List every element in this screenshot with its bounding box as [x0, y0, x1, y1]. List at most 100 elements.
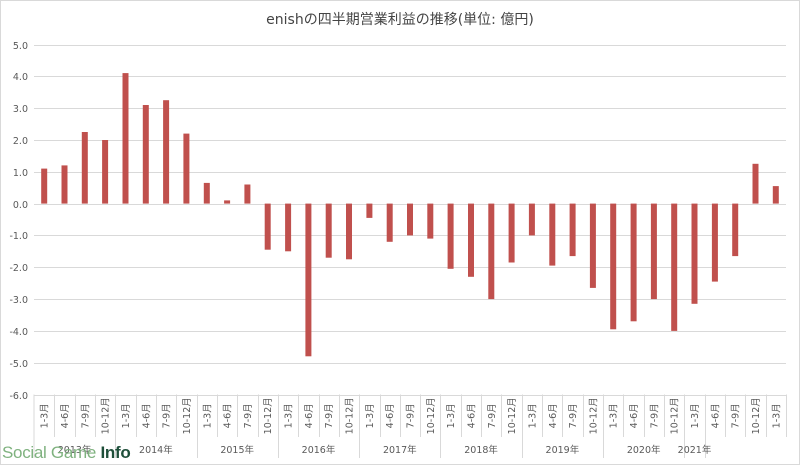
x-tick-label: 1-3月 [40, 403, 51, 428]
x-tick-label: 4-6月 [710, 403, 721, 428]
bar [549, 203, 556, 266]
bar [650, 203, 657, 300]
x-tick-label: 10-12月 [507, 397, 518, 434]
bar [61, 165, 68, 204]
bar [203, 182, 210, 204]
x-tick-label: 7-9月 [243, 403, 254, 428]
y-tick-label: -5.0 [9, 359, 28, 370]
x-tick-label: 7-9月 [568, 403, 579, 428]
year-label: 2013年 [58, 444, 92, 456]
bar [508, 203, 515, 263]
x-tick-label: 1-3月 [527, 403, 538, 428]
year-label: 2020年 [627, 444, 661, 456]
watermark-brand: Info [100, 443, 131, 462]
x-tick-label: 7-9月 [649, 403, 660, 428]
year-label: 2015年 [220, 444, 254, 456]
y-tick-label: 1.0 [13, 168, 28, 179]
x-tick-label: 1-3月 [365, 403, 376, 428]
bar [407, 203, 413, 236]
x-tick-label: 1-3月 [771, 403, 782, 428]
bar [528, 203, 535, 236]
x-tick-label: 10-12月 [426, 397, 437, 434]
bar [671, 203, 678, 331]
y-tick-label: -4.0 [9, 327, 28, 338]
y-tick-label: 3.0 [13, 104, 28, 115]
bar [630, 203, 637, 322]
x-tick-label: 7-9月 [80, 403, 91, 428]
y-tick-label: 0.0 [13, 200, 28, 211]
y-tick-label: 4.0 [13, 72, 28, 83]
x-tick-label: 4-6月 [60, 403, 71, 428]
bar [224, 200, 231, 204]
year-label: 2017年 [383, 444, 417, 456]
bar [142, 105, 149, 204]
x-tick-label: 10-12月 [182, 397, 193, 434]
bar [41, 168, 48, 204]
x-tick-label: 4-6月 [467, 403, 478, 428]
y-tick-label: -2.0 [9, 263, 28, 274]
x-tick-label: 4-6月 [223, 403, 234, 428]
bar [325, 203, 332, 258]
bar [122, 73, 129, 204]
x-tick-label: 10-12月 [263, 397, 274, 434]
year-label: 2019年 [546, 444, 580, 456]
bar [488, 203, 495, 300]
x-tick-label: 10-12月 [670, 397, 681, 434]
y-tick-label: -3.0 [9, 295, 28, 306]
chart-title: enishの四半期営業利益の推移(単位: 億円) [266, 12, 534, 28]
bar [346, 203, 352, 260]
bar [569, 203, 576, 257]
x-tick-label: 7-9月 [162, 403, 173, 428]
bar [711, 203, 718, 282]
bar [102, 140, 109, 204]
bar [468, 203, 474, 277]
y-tick-label: 5.0 [13, 41, 28, 52]
x-tick-label: 4-6月 [304, 403, 315, 428]
y-tick-label: 2.0 [13, 136, 28, 147]
bar [772, 186, 779, 204]
x-tick-label: 10-12月 [345, 397, 356, 434]
x-tick-label: 4-6月 [548, 403, 559, 428]
y-tick-label: -1.0 [9, 231, 28, 242]
x-tick-label: 10-12月 [751, 397, 762, 434]
x-tick-label: 1-3月 [284, 403, 295, 428]
bar [447, 203, 454, 269]
watermark-text: Social Game [2, 443, 101, 462]
bar [691, 203, 698, 304]
bar [366, 203, 373, 218]
year-label: 2021年 [678, 444, 712, 456]
bar [183, 133, 190, 204]
x-tick-label: 4-6月 [385, 403, 396, 428]
bar [244, 184, 251, 204]
year-label: 2014年 [139, 444, 173, 456]
bar [732, 203, 739, 257]
y-tick-label: -6.0 [9, 391, 28, 402]
x-tick-label: 10-12月 [588, 397, 599, 434]
bar [264, 203, 271, 250]
x-tick-label: 10-12月 [101, 397, 112, 434]
x-tick-label: 7-9月 [324, 403, 335, 428]
x-tick-label: 7-9月 [487, 403, 498, 428]
year-label: 2016年 [302, 444, 336, 456]
x-tick-label: 7-9月 [731, 403, 742, 428]
bar [610, 203, 617, 330]
year-label: 2018年 [464, 444, 498, 456]
x-tick-label: 7-9月 [406, 403, 417, 428]
bar [305, 203, 312, 357]
x-tick-label: 1-3月 [121, 403, 132, 428]
x-tick-label: 1-3月 [690, 403, 701, 428]
x-tick-label: 1-3月 [446, 403, 457, 428]
x-tick-label: 4-6月 [141, 403, 152, 428]
bar [752, 163, 759, 204]
bar [427, 203, 434, 239]
x-tick-label: 1-3月 [609, 403, 620, 428]
bar [589, 203, 596, 288]
bar [386, 203, 393, 242]
bar [163, 100, 170, 204]
bar [81, 132, 88, 204]
bar [285, 203, 292, 252]
x-tick-label: 1-3月 [202, 403, 213, 428]
x-tick-label: 4-6月 [629, 403, 640, 428]
social-game-info-logo: Social Game Info [2, 443, 131, 463]
